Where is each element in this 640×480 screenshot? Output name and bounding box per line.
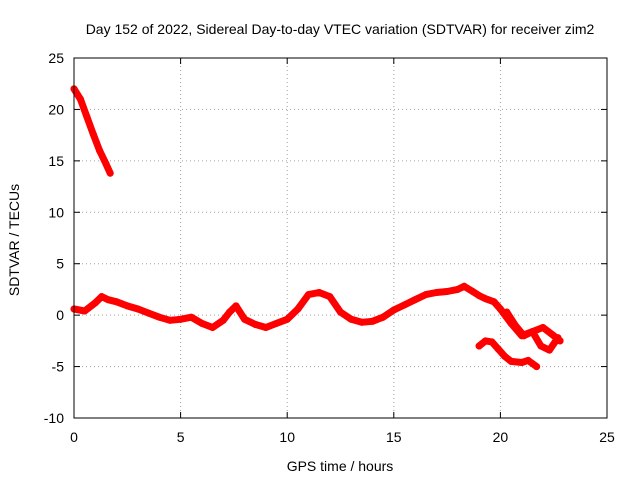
x-tick-label: 0 xyxy=(70,429,78,445)
data-point xyxy=(102,160,110,168)
data-point xyxy=(251,320,259,328)
data-point xyxy=(520,332,528,340)
data-point xyxy=(91,299,99,307)
data-point xyxy=(369,317,376,325)
x-tick-label: 20 xyxy=(493,429,509,445)
data-point xyxy=(460,282,468,290)
data-point xyxy=(482,295,489,303)
grid-lines xyxy=(74,58,607,418)
y-tick-label: -10 xyxy=(44,410,64,426)
data-point xyxy=(226,308,234,316)
x-tick-label: 10 xyxy=(279,429,295,445)
data-point xyxy=(326,293,334,301)
data-point xyxy=(443,288,451,295)
data-point xyxy=(96,147,104,155)
data-point xyxy=(177,315,185,323)
data-point xyxy=(134,305,142,313)
data-point xyxy=(106,169,114,177)
data-point xyxy=(537,342,545,350)
data-point xyxy=(401,301,408,309)
data-point xyxy=(155,313,163,321)
data-point xyxy=(488,338,496,346)
data-point xyxy=(98,293,106,301)
data-point xyxy=(113,298,121,306)
data-point xyxy=(528,328,536,336)
axis-ticks: 0 5 10 15 20 25 -10 -5 0 5 10 15 20 25 xyxy=(44,50,615,445)
data-point xyxy=(81,307,89,315)
data-point xyxy=(533,363,541,371)
data-point xyxy=(411,296,419,304)
y-tick-label: 15 xyxy=(48,153,64,169)
data-point xyxy=(241,315,249,323)
data-point xyxy=(198,319,206,327)
data-point xyxy=(315,289,323,296)
data-point xyxy=(337,308,344,316)
data-point xyxy=(104,296,112,304)
chart-title: Day 152 of 2022, Sidereal Day-to-day VTE… xyxy=(86,21,595,37)
data-point xyxy=(524,356,532,364)
data-point xyxy=(145,309,153,317)
y-tick-label: 0 xyxy=(56,307,64,323)
data-point xyxy=(503,308,511,316)
data-point xyxy=(273,319,280,327)
data-point xyxy=(422,291,430,299)
data-point xyxy=(475,342,483,350)
data-point xyxy=(262,324,270,331)
data-point xyxy=(507,357,515,365)
data-point xyxy=(475,292,483,300)
data-series xyxy=(70,85,564,371)
data-point xyxy=(545,346,553,354)
data-point xyxy=(518,359,526,366)
data-point xyxy=(494,345,502,353)
data-point xyxy=(232,302,240,310)
data-point xyxy=(166,316,174,324)
data-point xyxy=(347,315,355,323)
x-axis-label: GPS time / hours xyxy=(287,458,394,474)
data-point xyxy=(209,324,217,331)
y-tick-label: 10 xyxy=(48,204,64,220)
y-tick-label: 25 xyxy=(48,50,64,66)
plot-frame xyxy=(73,57,608,419)
data-point xyxy=(482,337,489,345)
data-point xyxy=(390,306,398,314)
data-point xyxy=(432,289,440,296)
data-point xyxy=(496,305,504,313)
data-point xyxy=(490,298,498,306)
data-point xyxy=(187,313,195,321)
data-point xyxy=(76,95,84,103)
y-tick-label: 5 xyxy=(56,256,64,272)
x-tick-label: 5 xyxy=(177,429,185,445)
data-point xyxy=(539,324,547,331)
x-tick-label: 15 xyxy=(386,429,402,445)
data-point xyxy=(219,316,227,324)
data-point xyxy=(83,113,91,121)
data-point xyxy=(469,288,477,295)
data-point xyxy=(358,318,366,326)
y-tick-label: -5 xyxy=(52,359,65,375)
x-tick-label: 25 xyxy=(599,429,615,445)
data-point xyxy=(501,352,509,360)
data-point xyxy=(554,334,562,342)
data-point xyxy=(294,305,302,313)
data-point xyxy=(305,291,312,299)
data-point xyxy=(89,130,97,138)
data-point xyxy=(283,315,291,323)
data-point xyxy=(511,321,519,329)
data-point xyxy=(454,285,462,293)
data-point xyxy=(379,313,387,321)
data-point xyxy=(123,302,131,310)
y-tick-label: 20 xyxy=(48,101,64,117)
y-axis-label: SDTVAR / TECUs xyxy=(6,184,22,296)
